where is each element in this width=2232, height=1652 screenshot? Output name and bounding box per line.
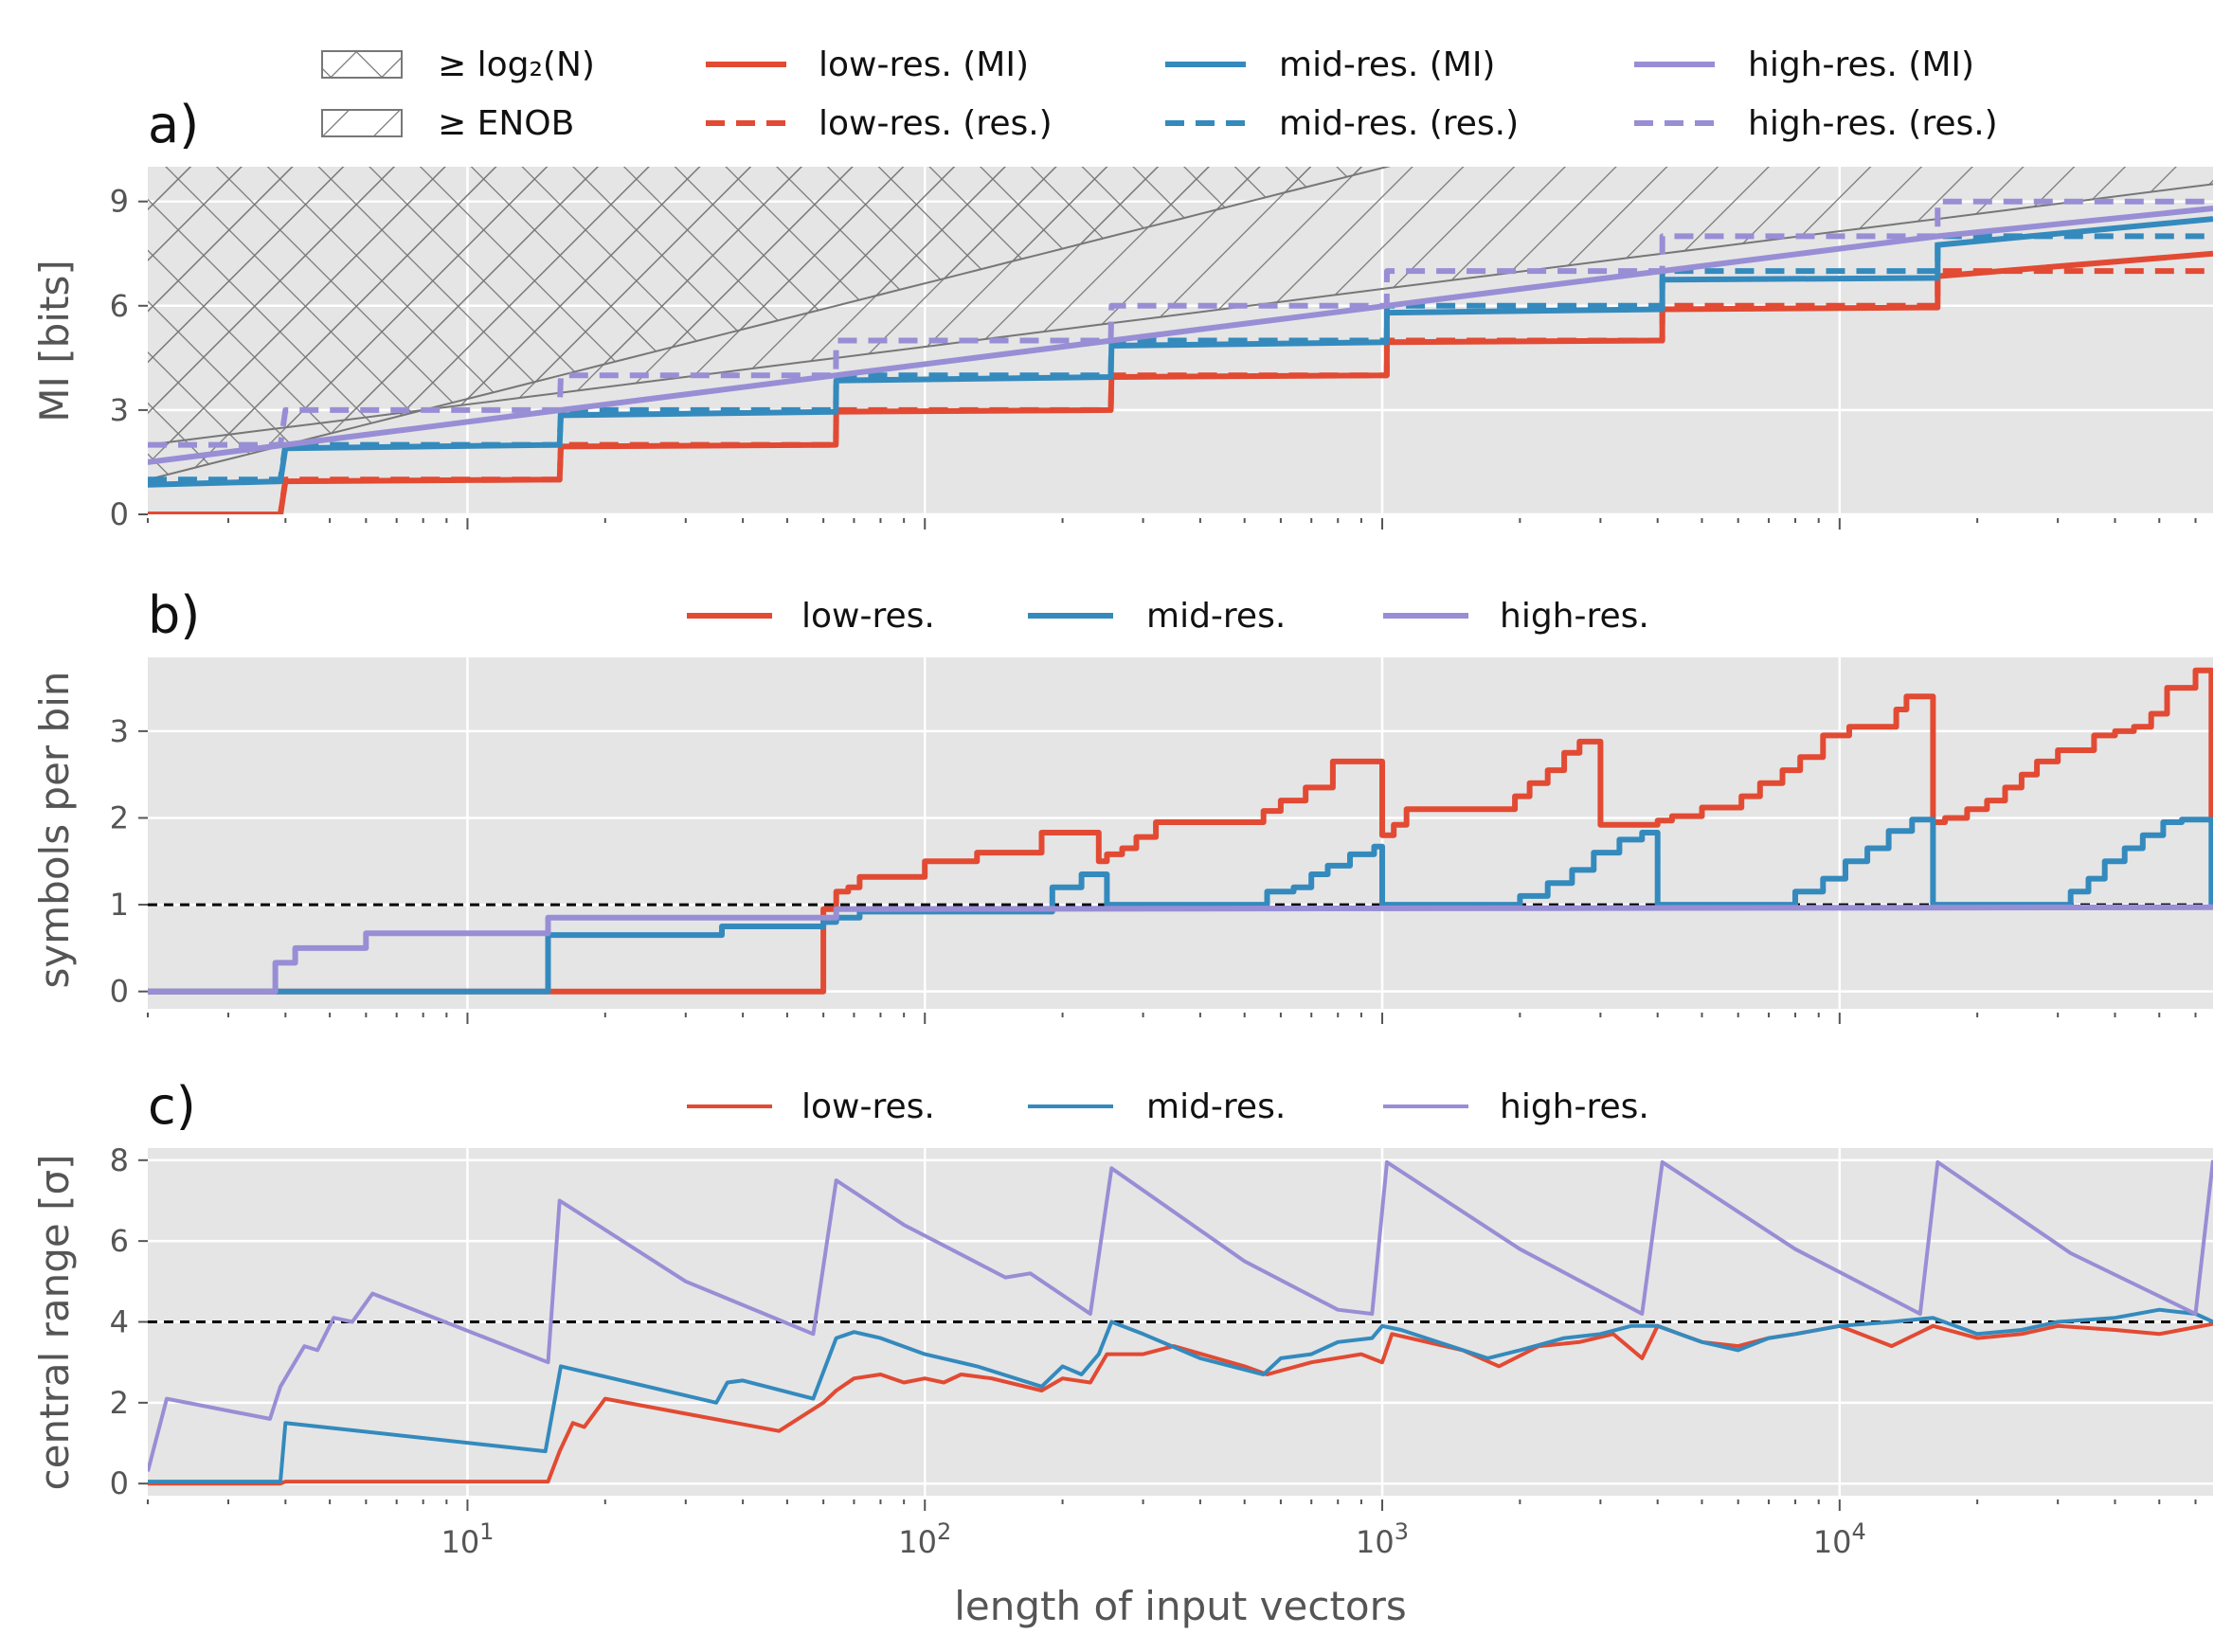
y-tick-label: 2 [110,799,129,835]
legend-a-hatch-log2: ≥ log₂(N) [321,45,595,84]
legend-label-b-mid: mid-res. [1146,597,1286,636]
legend-c-high: high-res. [1383,1087,1649,1126]
y-axis-label-b: symbols per bin [31,672,78,989]
panel-b: b) low-res. mid-res. high-res. 0 1 2 3 symb… [31,585,2213,1024]
series-low-res-res [148,268,2213,514]
legend-label-high-res: high-res. (res.) [1748,104,1998,143]
legend-label-mid-mi: mid-res. (MI) [1279,45,1495,84]
y-tick-label: 0 [110,496,129,532]
legend-label-c-mid: mid-res. [1146,1087,1286,1126]
panel-label-a: a) [148,95,199,154]
y-tick-label: 3 [110,713,129,749]
x-tick-label: 101 [441,1518,494,1560]
series-high-res-mi [148,206,2213,465]
series-low-res [148,667,2213,995]
legend-b: low-res. mid-res. high-res. [687,597,1649,636]
series-mid-res [148,817,2213,995]
legend-label-c-high: high-res. [1500,1087,1649,1126]
legend-label-c-low: low-res. [801,1087,935,1126]
legend-a-mid-res: mid-res. (res.) [1165,104,1519,143]
legend-a-mid-mi: mid-res. (MI) [1165,45,1495,84]
legend-b-high: high-res. [1383,597,1649,636]
panel-c: c) low-res. mid-res. high-res. 0 2 4 6 8 101… [31,1076,2213,1629]
legend-label-b-low: low-res. [801,597,935,636]
legend-label-log2: ≥ log₂(N) [438,45,595,84]
panel-a: a) ≥ log₂(N) ≥ ENOB low-res. (MI) low-re… [31,45,2213,532]
y-tick-label: 4 [110,1304,129,1340]
y-tick-label: 6 [110,288,129,324]
legend-swatch-log2 [321,50,403,79]
x-tick-label: 104 [1813,1518,1866,1560]
y-axis-label-a: MI [bits] [31,260,78,422]
x-tick-label: 103 [1356,1518,1409,1560]
y-tick-label: 0 [110,974,129,1010]
y-ticks-b: 0 1 2 3 [110,713,148,1010]
panel-label-b: b) [148,585,200,645]
legend-label-low-mi: low-res. (MI) [819,45,1029,84]
x-axis-label: length of input vectors [954,1583,1407,1629]
legend-label-low-res: low-res. (res.) [819,104,1053,143]
legend-b-mid: mid-res. [1028,597,1286,636]
legend-c-mid: mid-res. [1028,1087,1286,1126]
series-high-res [148,904,2213,995]
series-mid-res [148,1307,2213,1484]
x-tick-label: 102 [898,1518,951,1560]
y-tick-label: 8 [110,1142,129,1178]
series-b [148,667,2213,995]
legend-a-high-mi: high-res. (MI) [1634,45,1974,84]
y-ticks-a: 0 3 6 9 [110,184,148,532]
series-c [148,1159,2213,1486]
y-axis-label-c: central range [σ] [31,1155,78,1491]
legend-label-enob: ≥ ENOB [438,104,574,143]
y-tick-label: 0 [110,1465,129,1501]
legend-label-b-high: high-res. [1500,597,1649,636]
plot-area-b [148,657,2213,1009]
legend-a-hatch-enob: ≥ ENOB [321,104,574,143]
y-tick-label: 6 [110,1223,129,1259]
legend-a-low-mi: low-res. (MI) [706,45,1029,84]
legend-a-low-res: low-res. (res.) [706,104,1053,143]
legend-swatch-enob [321,109,403,137]
log2-boundary [148,167,1392,481]
series-mid-res-res [148,233,2213,483]
x-ticks-c: 101 102 103 104 [147,1499,2197,1560]
legend-b-low: low-res. [687,597,935,636]
enob-boundary [148,183,2213,446]
legend-a: ≥ log₂(N) ≥ ENOB low-res. (MI) low-res. … [321,45,1998,143]
panel-label-c: c) [148,1076,196,1136]
legend-c: low-res. mid-res. high-res. [687,1087,1649,1126]
legend-label-mid-res: mid-res. (res.) [1279,104,1519,143]
series-high-res [148,1159,2213,1472]
legend-c-low: low-res. [687,1087,935,1126]
series-high-res-res [148,198,2213,448]
y-ticks-c: 0 2 4 6 8 [110,1142,148,1501]
legend-label-high-mi: high-res. (MI) [1748,45,1974,84]
x-ticks-b [147,1013,2197,1024]
y-tick-label: 1 [110,887,129,923]
series-a [148,198,2213,514]
y-tick-label: 3 [110,392,129,428]
y-tick-label: 2 [110,1385,129,1421]
legend-a-high-res: high-res. (res.) [1634,104,1998,143]
y-tick-label: 9 [110,184,129,220]
x-ticks-a [147,518,2197,530]
